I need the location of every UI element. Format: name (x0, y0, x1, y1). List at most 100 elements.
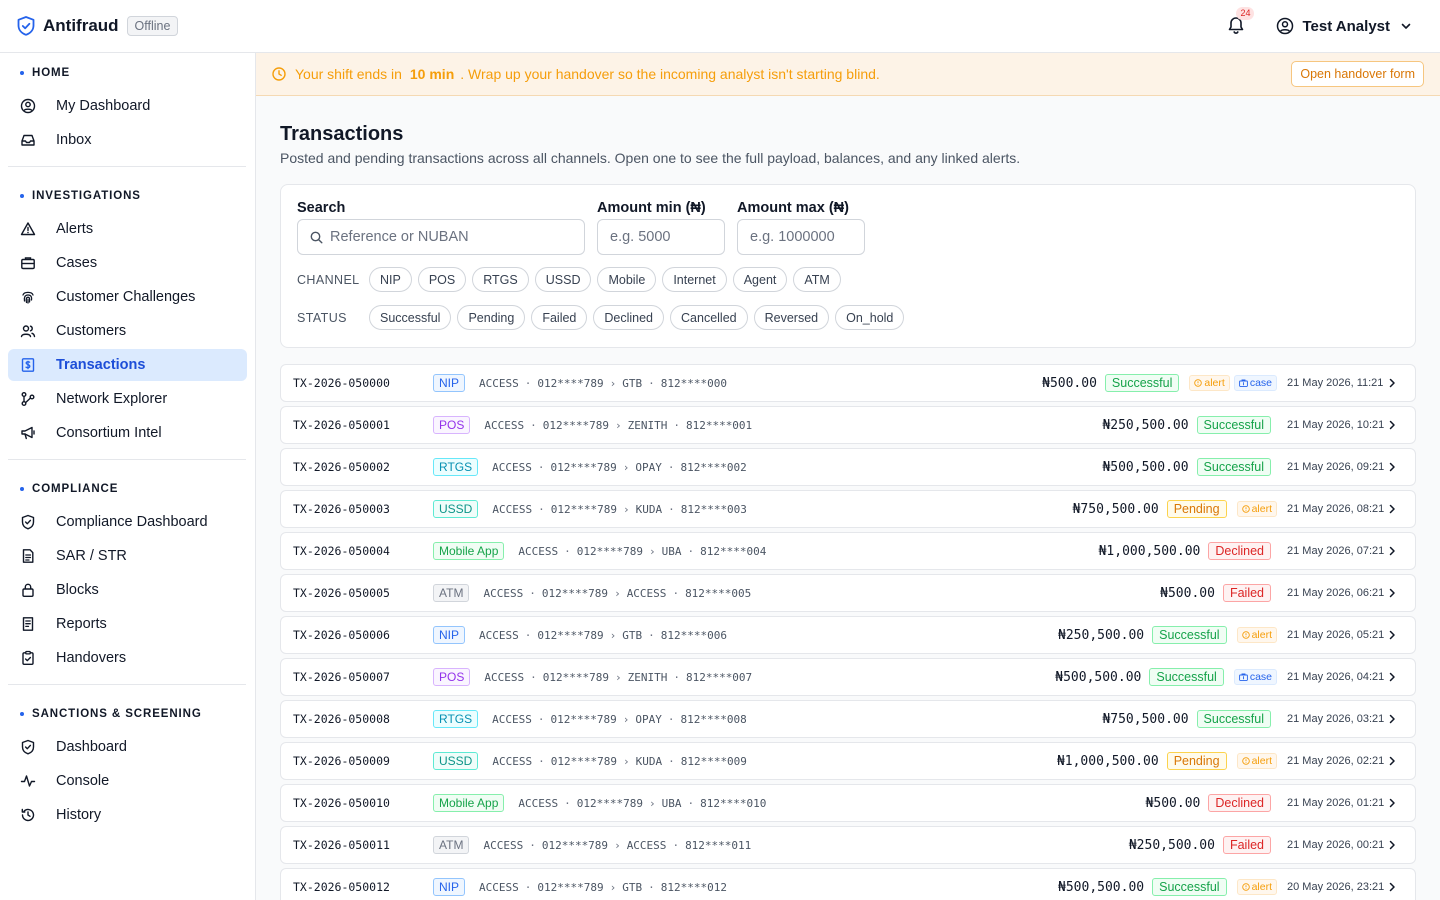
amount-max-field[interactable] (737, 219, 865, 255)
table-row[interactable]: TX-2026-050007 POS ACCESS · 012****789 › ZENIT… (280, 658, 1416, 696)
user-avatar-icon (1276, 17, 1294, 35)
channel-chip-pos[interactable]: POS (417, 267, 467, 292)
status-chip-pending[interactable]: Pending (457, 305, 526, 330)
transaction-id: TX-2026-050012 (293, 880, 390, 894)
table-row[interactable]: TX-2026-050000 NIP ACCESS · 012****789 › GTB · 8… (280, 364, 1416, 402)
status-chip-reversed[interactable]: Reversed (753, 305, 830, 330)
transaction-date: 21 May 2026, 05:21 (1287, 629, 1385, 641)
channel-filter-row: CHANNEL NIP POS RTGS USSD Mobile Internet Agen… (297, 267, 847, 292)
sidebar-item-customer-challenges[interactable]: Customer Challenges (8, 281, 247, 313)
alert-icon (1241, 631, 1252, 639)
table-row[interactable]: TX-2026-050010 Mobile App ACCESS · 012****78… (280, 784, 1416, 822)
from-account: 012****789 (541, 838, 609, 852)
channel-chip-mobile[interactable]: Mobile (597, 267, 657, 292)
chevron-right-icon[interactable] (1387, 840, 1397, 850)
sidebar-item-alerts[interactable]: Alerts (8, 213, 247, 245)
chevron-right-icon[interactable] (1387, 420, 1397, 430)
sidebar-item-reports[interactable]: Reports (8, 608, 247, 640)
channel-chip-rtgs[interactable]: RTGS (472, 267, 529, 292)
sidebar-item-handovers[interactable]: Handovers (8, 642, 247, 674)
sidebar-item-label: History (56, 807, 102, 823)
amount-max-input[interactable] (750, 229, 864, 245)
channel-chip-agent[interactable]: Agent (732, 267, 788, 292)
chevron-right-icon[interactable] (1387, 714, 1397, 724)
status-chip-declined[interactable]: Declined (593, 305, 665, 330)
dot-separator: · (687, 544, 695, 558)
to-account: 812****004 (700, 544, 767, 558)
status-chip-cancelled[interactable]: Cancelled (670, 305, 748, 330)
table-row[interactable]: TX-2026-050004 Mobile App ACCESS · 012****78… (280, 532, 1416, 570)
table-row[interactable]: TX-2026-050012 NIP ACCESS · 012****789 › GTB · 8… (280, 868, 1416, 900)
sidebar-item-customers[interactable]: Customers (8, 315, 247, 347)
transaction-amount: ₦500,500.00 (1055, 669, 1142, 685)
table-row[interactable]: TX-2026-050006 NIP ACCESS · 012****789 › GTB · 8… (280, 616, 1416, 654)
chevron-right-icon[interactable] (1387, 630, 1397, 640)
sidebar-item-dashboard[interactable]: Dashboard (8, 731, 247, 763)
dot-separator: · (672, 838, 680, 852)
status-chip-on-hold[interactable]: On_hold (835, 305, 905, 330)
open-handover-form-button[interactable]: Open handover form (1291, 61, 1424, 87)
sidebar-item-blocks[interactable]: Blocks (8, 574, 247, 606)
from-account: 012****789 (550, 754, 617, 768)
chevron-right-icon[interactable] (1387, 462, 1397, 472)
table-row[interactable]: TX-2026-050001 POS ACCESS · 012****789 › ZENIT… (280, 406, 1416, 444)
table-row[interactable]: TX-2026-050005 ATM ACCESS · 012****789 › ACCES… (280, 574, 1416, 612)
sidebar-item-network-explorer[interactable]: Network Explorer (8, 383, 247, 415)
sidebar-item-consortium-intel[interactable]: Consortium Intel (8, 417, 247, 449)
brand[interactable]: Antifraud Offline (17, 16, 179, 36)
alert-badge-label: alert (1204, 377, 1225, 389)
sidebar-item-compliance-dashboard[interactable]: Compliance Dashboard (8, 506, 247, 538)
channel-chip-internet[interactable]: Internet (662, 267, 727, 292)
notifications-button[interactable]: 24 (1226, 7, 1255, 37)
chevron-right-icon[interactable] (1387, 882, 1397, 892)
search-field[interactable] (297, 219, 585, 255)
chevron-right-icon[interactable] (1387, 504, 1397, 514)
search-label: Search (297, 200, 346, 216)
table-row[interactable]: TX-2026-050009 USSD ACCESS · 012****789 › KUDA… (280, 742, 1416, 780)
amount-min-field[interactable] (597, 219, 725, 255)
sidebar-item-inbox[interactable]: Inbox (8, 124, 247, 156)
transaction-date: 21 May 2026, 03:21 (1287, 713, 1385, 725)
chevron-right-icon[interactable] (1387, 798, 1397, 808)
status-chip-successful[interactable]: Successful (369, 305, 452, 330)
sidebar-item-cases[interactable]: Cases (8, 247, 247, 279)
dot-separator: · (648, 376, 655, 390)
sidebar-item-my-dashboard[interactable]: My Dashboard (8, 90, 247, 122)
amount-min-input[interactable] (610, 229, 724, 245)
channel-chip-atm[interactable]: ATM (793, 267, 841, 292)
arrow-right-icon: › (614, 670, 622, 684)
transaction-date: 21 May 2026, 06:21 (1287, 587, 1385, 599)
arrow-right-icon: › (622, 460, 630, 474)
channel-chip-nip[interactable]: NIP (369, 267, 412, 292)
table-row[interactable]: TX-2026-050011 ATM ACCESS · 012****789 › ACCES… (280, 826, 1416, 864)
table-row[interactable]: TX-2026-050002 RTGS ACCESS · 012****789 › OPAY… (280, 448, 1416, 486)
sidebar-item-sar-str[interactable]: SAR / STR (8, 540, 247, 572)
search-input[interactable] (330, 229, 584, 245)
status-chip-failed[interactable]: Failed (531, 305, 588, 330)
chevron-right-icon[interactable] (1387, 672, 1397, 682)
table-row[interactable]: TX-2026-050003 USSD ACCESS · 012****789 › KUDA… (280, 490, 1416, 528)
sidebar-item-history[interactable]: History (8, 799, 247, 831)
sidebar-item-label: Transactions (56, 357, 146, 373)
chevron-right-icon[interactable] (1387, 546, 1397, 556)
channel-tag: ATM (433, 836, 470, 854)
chevron-right-icon[interactable] (1387, 588, 1397, 598)
from-account: 012****789 (537, 376, 604, 390)
transaction-id: TX-2026-050007 (293, 670, 390, 684)
chevron-right-icon[interactable] (1387, 378, 1397, 388)
chevron-right-icon[interactable] (1387, 756, 1397, 766)
transaction-amount: ₦750,500.00 (1072, 501, 1159, 517)
table-row[interactable]: TX-2026-050008 RTGS ACCESS · 012****789 › OPAY… (280, 700, 1416, 738)
to-bank: ZENITH (627, 670, 668, 684)
sidebar-item-transactions[interactable]: Transactions (8, 349, 247, 381)
user-menu[interactable]: Test Analyst (1276, 17, 1412, 35)
transaction-id: TX-2026-050009 (293, 754, 390, 768)
arrow-right-icon: › (609, 628, 617, 642)
status-badge: Successful (1152, 878, 1227, 896)
from-account: 012****789 (550, 502, 617, 516)
to-account: 812****000 (660, 376, 727, 390)
channel-chip-ussd[interactable]: USSD (534, 267, 592, 292)
sidebar-item-console[interactable]: Console (8, 765, 247, 797)
amount-min-label: Amount min (₦) (597, 200, 706, 216)
page-title: Transactions (280, 123, 404, 145)
